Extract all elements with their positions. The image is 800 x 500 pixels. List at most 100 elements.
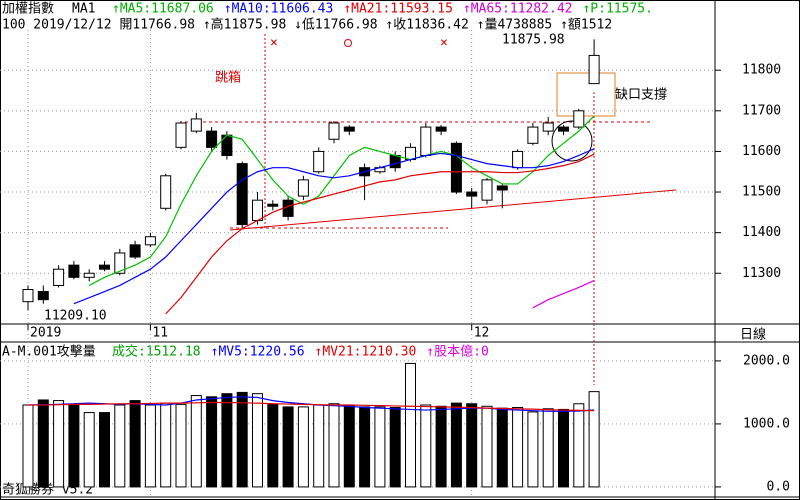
candle-body [313, 150, 325, 173]
y-tick-label: 1000.0 [743, 416, 790, 431]
candle-body [190, 118, 202, 132]
trend-line [229, 189, 677, 231]
y-tick-label: 11600 [742, 144, 781, 159]
volume-bar [53, 400, 65, 488]
volume-bar [144, 404, 156, 488]
volume-bar [206, 396, 218, 488]
volume-bar [542, 408, 554, 488]
y-tick-label: 2000.0 [743, 353, 790, 368]
volume-bar [22, 404, 34, 488]
volume-bar [450, 402, 462, 488]
gap-box [556, 72, 616, 117]
volume-bar [267, 403, 279, 488]
signal-mark [344, 39, 352, 47]
volume-bar [496, 407, 508, 488]
volume-bar [190, 395, 202, 488]
candle-body [328, 122, 340, 140]
candle-body [466, 191, 478, 197]
volume-bar [481, 405, 493, 488]
volume-bar [512, 407, 524, 488]
candle-body [53, 268, 65, 286]
volume-bar [175, 403, 187, 488]
candle-body [175, 122, 187, 148]
candle-body [267, 203, 279, 207]
volume-bar [297, 406, 309, 488]
volume-bar [588, 391, 600, 488]
candle-body [527, 126, 539, 144]
annotation: 缺口支撐 [615, 88, 667, 103]
candle-body [558, 126, 569, 132]
y-tick-label: 11300 [742, 266, 781, 281]
candle-body [236, 163, 248, 226]
y-tick-label: 11800 [742, 63, 781, 78]
ma-line [532, 279, 595, 309]
volume-bar [282, 406, 294, 488]
header: 加權指數 MA1 100 2019/12/12 開11766.98 ↑高1187… [2, 2, 612, 33]
y-tick-label: 11400 [742, 225, 781, 240]
y-tick-label: 11700 [742, 103, 781, 118]
candle-body [405, 146, 416, 161]
candle-body [144, 236, 156, 246]
legend-entry: ↑MA65:11282.42 [463, 2, 573, 17]
candle-body [542, 122, 554, 132]
signal-mark: × [270, 36, 278, 51]
volume-bar [573, 403, 585, 488]
x-tick-label: 2019 [30, 326, 61, 341]
volume-bar [435, 405, 447, 488]
high-label: 11875.98 [502, 33, 565, 48]
candle-body [573, 110, 585, 128]
legend-entry: ↑MV5:1220.56 [211, 345, 305, 360]
indicator: MA1 [72, 2, 95, 17]
legend-entry: ↑MV21:1210.30 [315, 345, 417, 360]
info-line: 100 2019/12/12 開11766.98 ↑高11875.98 ↓低11… [2, 17, 612, 33]
highlight-circle [551, 120, 593, 162]
legend-entry: 成交:1512.18 [112, 344, 201, 360]
candle-body [99, 264, 110, 270]
candle-body [481, 179, 493, 201]
legend-entry: ↑股本億:0 [426, 344, 488, 360]
volume-bar [221, 393, 233, 488]
legend-entry: ↑MA5:11687.06 [112, 2, 214, 17]
volume-bar [129, 400, 141, 488]
ma-line [88, 115, 595, 286]
candle-body [68, 264, 80, 278]
volume-bar [114, 404, 126, 488]
volume-bar [328, 403, 340, 488]
volume-bar [236, 391, 248, 488]
volume-title: A-M.001攻擊量 [2, 344, 96, 360]
y-tick-label: 11500 [742, 185, 781, 200]
volume-bar [527, 411, 539, 488]
annotation-shapes: × × [185, 34, 677, 385]
x-tick-label: 11 [152, 326, 168, 341]
legend-entry: ↑P:11575. [582, 2, 652, 17]
candle-body [297, 179, 309, 197]
candle-body [450, 142, 462, 193]
ma-line [73, 148, 595, 305]
volume-ma-line [28, 401, 595, 412]
candle-body [83, 272, 95, 278]
volume-bar [37, 399, 49, 488]
candle-body [512, 150, 524, 169]
candle-body [160, 175, 172, 209]
volume-bar [68, 403, 80, 488]
legend-entry: ↑MA10:11606.43 [224, 2, 334, 17]
candle-body [389, 154, 401, 169]
candle-body [37, 291, 49, 301]
candle-body [114, 252, 126, 274]
ma-line [165, 153, 595, 315]
volume-bar [313, 404, 325, 488]
candle-body [22, 289, 34, 303]
candle-body [420, 126, 432, 156]
candle-body [343, 126, 355, 132]
volume-bar [359, 406, 371, 488]
candle-body [252, 199, 263, 221]
legend-entry: ↑MA21:11593.15 [343, 2, 453, 17]
low-label: 11209.10 [44, 309, 107, 324]
annotation: 跳箱 [215, 70, 241, 86]
volume-bar [99, 412, 110, 488]
volume-bar [160, 402, 172, 488]
volume-bar [466, 403, 478, 488]
volume-bar [405, 362, 416, 488]
y-tick-label: 0.0 [767, 479, 790, 494]
